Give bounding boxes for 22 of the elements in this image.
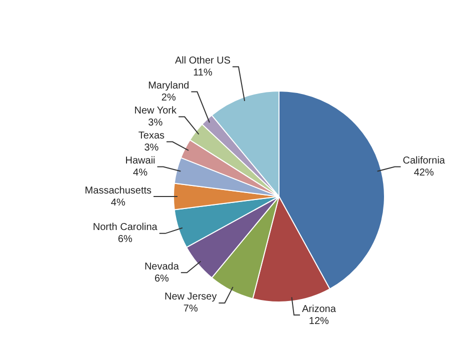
slice-label: California: [402, 156, 446, 167]
data-label: 12%: [308, 316, 330, 327]
data-label: 4%: [110, 197, 126, 208]
slice-label: Maryland: [148, 80, 190, 92]
slice-label: Texas: [138, 130, 165, 142]
data-label: 4%: [133, 168, 148, 179]
data-label: 42%: [414, 168, 434, 179]
slice-label: Arizona: [302, 304, 336, 315]
slice-label: Massachusetts: [84, 185, 152, 196]
data-label: 3%: [144, 142, 159, 154]
slice-label: New Jersey: [164, 292, 217, 303]
slice-label: Nevada: [144, 261, 180, 272]
slice-label: All Other US: [174, 56, 231, 67]
data-label: 6%: [118, 234, 132, 246]
data-label: 3%: [148, 118, 163, 129]
data-label: 2%: [161, 92, 176, 104]
slice-label: North Carolina: [92, 222, 158, 234]
data-label: 6%: [154, 273, 170, 284]
slice-label: New York: [134, 106, 178, 117]
data-label: 7%: [183, 304, 198, 315]
data-label: 11%: [193, 68, 212, 79]
slice-label: Hawaii: [125, 156, 156, 167]
